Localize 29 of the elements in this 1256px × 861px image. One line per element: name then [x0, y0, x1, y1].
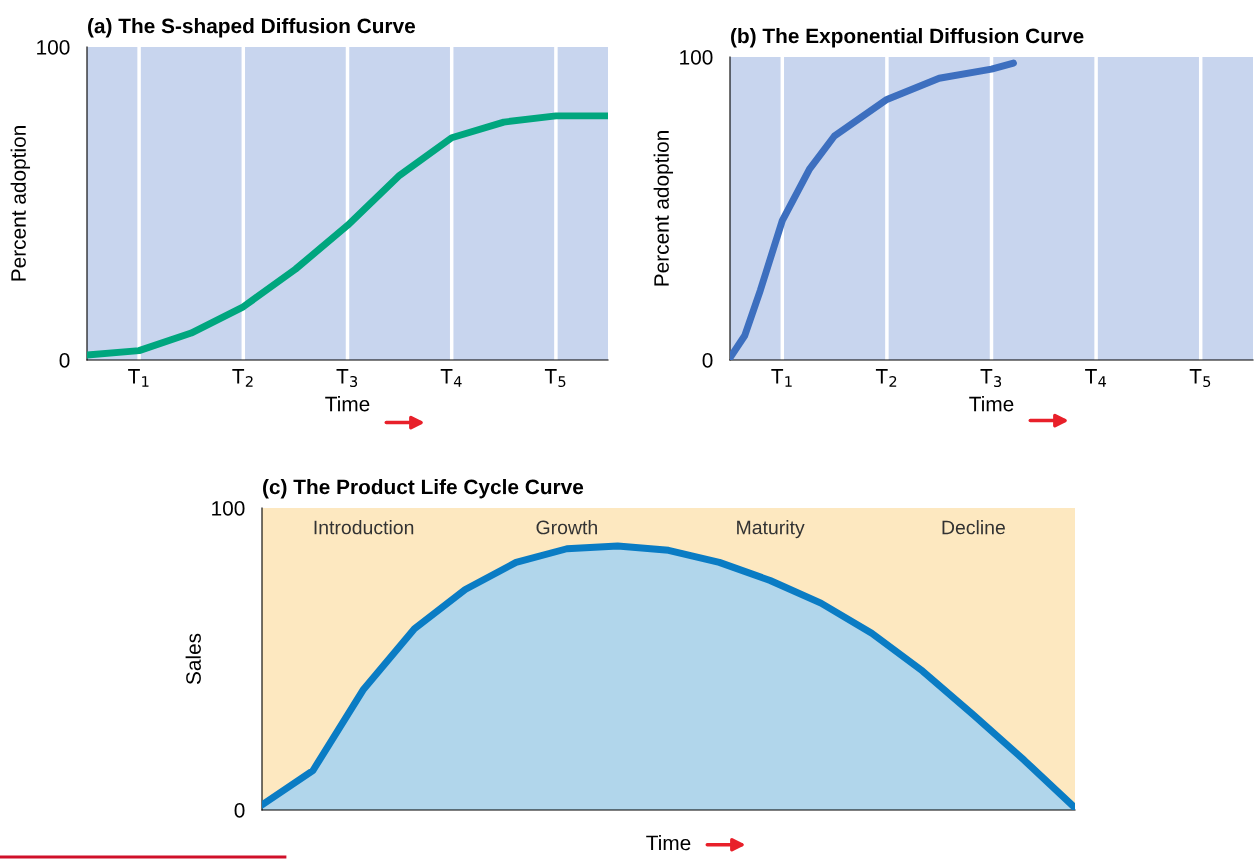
y-tick-label: 100: [680, 50, 713, 65]
x-axis-title: Time: [325, 396, 370, 412]
y-tick-label: 0: [234, 803, 245, 818]
x-tick-label: T$_{1}$: [128, 369, 149, 387]
y-axis-title: Percent adoption: [10, 126, 31, 281]
annotation: Decline: [942, 520, 1005, 535]
chart-title: (b) The Exponential Diffusion Curve: [731, 28, 1084, 48]
chart-title: (a) The S-shaped Diffusion Curve: [88, 18, 416, 38]
y-tick-label: 0: [702, 353, 713, 368]
x-tick-label: T$_{3}$: [336, 369, 358, 388]
x-tick-label: T$_{2}$: [232, 369, 253, 387]
x-tick-label: T$_{2}$: [875, 369, 897, 387]
x-tick-label: T$_{4}$: [440, 369, 462, 387]
y-axis-title: Percent adoption: [653, 131, 674, 286]
y-tick-label: 100: [37, 40, 70, 55]
y-tick-label: 100: [212, 501, 245, 516]
annotation: Growth: [536, 520, 597, 535]
x-tick-label: T$_{4}$: [1085, 369, 1107, 387]
x-axis-title: Time: [646, 835, 691, 851]
chart-title: (c) The Product Life Cycle Curve: [263, 479, 584, 499]
x-tick-label: T$_{5}$: [1189, 369, 1211, 388]
x-axis-title: Time: [969, 396, 1014, 412]
annotation: Introduction: [314, 520, 414, 535]
y-tick-label: 0: [59, 353, 70, 368]
x-tick-label: T$_{3}$: [980, 369, 1002, 388]
y-axis-title: Sales: [185, 633, 201, 685]
annotation: Maturity: [737, 520, 805, 539]
x-tick-label: T$_{1}$: [771, 369, 792, 387]
x-tick-label: T$_{5}$: [544, 369, 566, 388]
